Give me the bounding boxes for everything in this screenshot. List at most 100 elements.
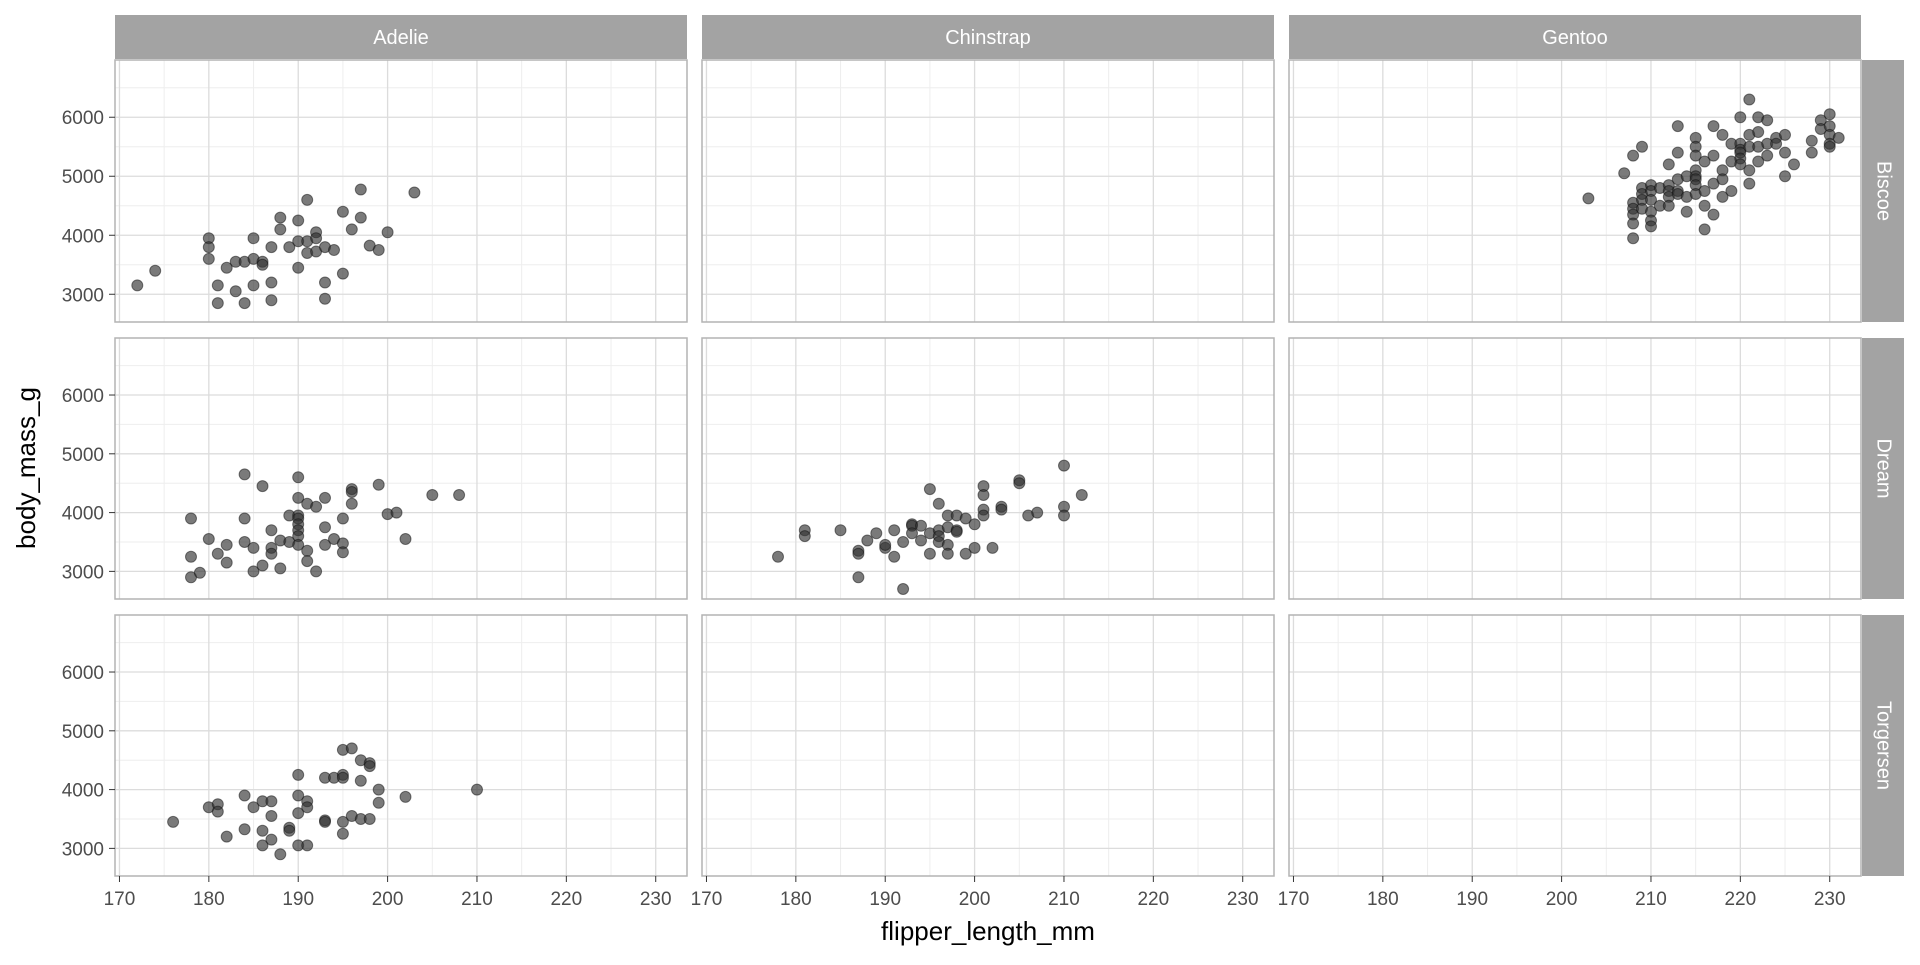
data-point	[1627, 232, 1640, 245]
data-point	[1779, 128, 1791, 141]
data-point	[968, 518, 981, 531]
data-point	[1013, 477, 1026, 490]
data-point	[238, 468, 251, 481]
data-point	[256, 258, 269, 271]
data-point	[897, 536, 910, 548]
data-point	[345, 497, 358, 510]
x-tick-label: 190	[1456, 889, 1488, 910]
data-point	[399, 790, 412, 803]
data-point	[1618, 167, 1631, 180]
data-point	[1698, 185, 1711, 197]
data-point	[149, 264, 162, 277]
strip-background	[1862, 338, 1904, 599]
strip-background	[702, 15, 1274, 59]
data-point	[932, 497, 945, 510]
data-point	[915, 519, 927, 532]
x-tick-label: 220	[1137, 889, 1169, 910]
x-tick-label: 180	[193, 889, 225, 910]
strip-background	[1289, 15, 1861, 59]
data-point	[256, 480, 269, 493]
data-point	[1716, 128, 1729, 141]
facet-panel	[1288, 614, 1862, 877]
data-point	[372, 783, 385, 796]
facet-row-strip: Dream	[1862, 338, 1904, 599]
facet-column-label: Chinstrap	[945, 27, 1031, 49]
x-tick-label: 200	[959, 889, 991, 910]
x-tick-label: 210	[461, 889, 493, 910]
x-tick-label: 180	[1367, 889, 1399, 910]
data-point	[363, 813, 376, 825]
panel-background	[1289, 60, 1861, 322]
y-tick-label: 5000	[62, 167, 104, 188]
data-point	[1698, 155, 1711, 168]
x-tick-label: 220	[1724, 889, 1756, 910]
data-point	[292, 491, 305, 504]
data-point	[977, 489, 990, 501]
panel-background	[115, 615, 687, 876]
data-point	[319, 815, 331, 828]
data-point	[1662, 199, 1675, 212]
facet-row-strip: Biscoe	[1862, 60, 1904, 322]
y-tick-label: 4000	[62, 226, 104, 247]
data-point	[247, 232, 260, 245]
data-point	[336, 267, 349, 280]
data-point	[229, 285, 242, 298]
data-point	[238, 789, 251, 802]
facet-column-strip: Gentoo	[1289, 15, 1861, 59]
data-point	[301, 801, 314, 814]
data-point	[247, 801, 260, 814]
data-point	[336, 815, 349, 828]
panel-background	[115, 338, 687, 599]
y-tick-label: 4000	[62, 504, 104, 525]
y-tick-label: 3000	[62, 285, 104, 306]
strip-background	[1862, 60, 1904, 322]
data-point	[1743, 164, 1756, 177]
data-point	[292, 538, 305, 551]
data-point	[247, 279, 260, 292]
data-point	[915, 534, 927, 547]
data-point	[1788, 158, 1800, 171]
data-point	[1698, 199, 1711, 212]
data-point	[319, 538, 331, 551]
data-point	[879, 538, 892, 551]
data-point	[906, 527, 918, 540]
data-point	[390, 506, 403, 519]
data-point	[274, 223, 287, 236]
data-point	[220, 556, 233, 569]
data-point	[274, 211, 287, 224]
x-tick-label: 230	[640, 889, 672, 910]
data-point	[1058, 459, 1070, 472]
data-point	[372, 478, 385, 491]
data-point	[292, 471, 305, 484]
data-point	[202, 252, 215, 265]
data-point	[211, 279, 224, 292]
data-point	[336, 205, 349, 218]
data-point	[301, 555, 314, 568]
data-point	[861, 534, 874, 547]
data-point	[1752, 155, 1765, 168]
data-point	[1645, 220, 1657, 233]
y-tick-label: 6000	[62, 386, 104, 407]
data-point	[1716, 190, 1729, 203]
data-point	[1075, 489, 1088, 501]
panel-border	[701, 59, 1275, 323]
y-tick-label: 3000	[62, 839, 104, 860]
data-point	[977, 509, 990, 522]
data-point	[256, 559, 269, 572]
data-point	[265, 294, 278, 307]
x-tick-label: 200	[372, 889, 404, 910]
data-point	[363, 760, 376, 773]
data-point	[372, 244, 385, 256]
data-point	[265, 241, 278, 254]
data-point	[923, 547, 936, 560]
data-point	[265, 524, 278, 537]
x-tick-label: 180	[780, 889, 812, 910]
data-point	[211, 297, 224, 310]
data-point	[888, 524, 901, 537]
data-point	[1770, 137, 1783, 150]
facet-column-label: Gentoo	[1542, 27, 1608, 49]
y-tick-label: 5000	[62, 445, 104, 466]
data-point	[319, 491, 331, 504]
data-point	[1707, 149, 1720, 162]
